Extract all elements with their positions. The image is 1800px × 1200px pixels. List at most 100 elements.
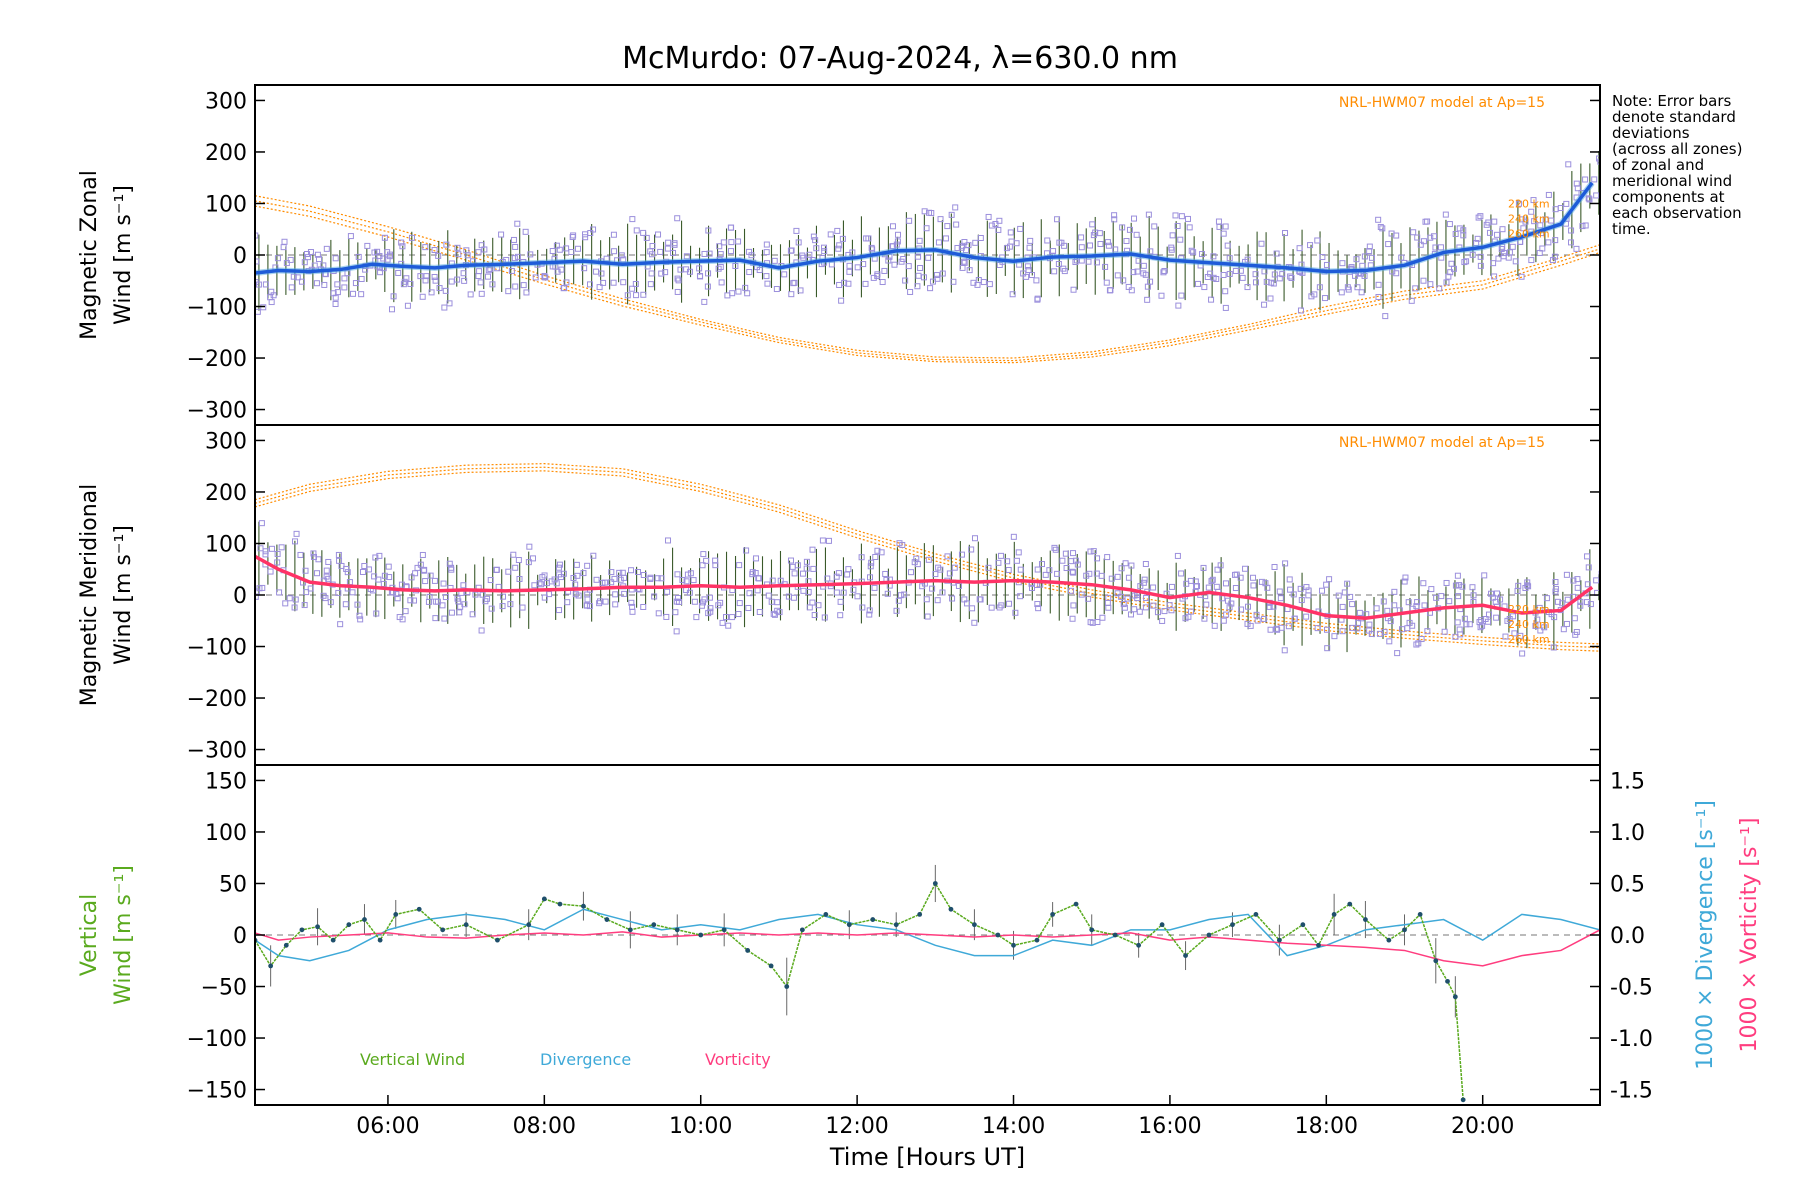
zone-sample-marker (1477, 253, 1484, 260)
zone-sample-marker (1412, 285, 1419, 292)
zone-sample-marker (478, 627, 485, 634)
zone-sample-marker (743, 547, 750, 554)
zone-sample-marker (1135, 257, 1142, 264)
zone-sample-marker (460, 582, 467, 589)
zone-sample-marker (1375, 293, 1382, 300)
zone-sample-marker (1436, 285, 1443, 292)
zone-sample-marker (1258, 578, 1265, 585)
zone-sample-marker (805, 588, 812, 595)
zone-sample-marker (593, 268, 600, 275)
zone-sample-marker (558, 266, 565, 273)
zone-sample-marker (1017, 593, 1024, 600)
x-tick-label: 18:00 (1295, 1114, 1358, 1139)
vertical-wind-point (768, 963, 774, 969)
zone-sample-marker (836, 281, 843, 288)
zone-sample-marker (893, 607, 900, 614)
zone-sample-marker (821, 248, 828, 255)
zone-sample-marker (343, 565, 350, 572)
zone-sample-marker (1420, 277, 1427, 284)
zone-sample-marker (810, 233, 817, 240)
zone-sample-marker (549, 248, 556, 255)
zone-sample-marker (1441, 628, 1448, 635)
zone-sample-marker (431, 247, 438, 254)
zone-sample-marker (727, 248, 734, 255)
zone-sample-marker (1469, 584, 1476, 591)
zone-sample-marker (811, 612, 818, 619)
zone-sample-marker (1380, 598, 1387, 605)
zone-sample-marker (647, 281, 654, 288)
zone-sample-marker (1518, 273, 1525, 280)
model-altitude-label: 260 km (1508, 633, 1550, 646)
zone-sample-marker (929, 585, 936, 592)
zone-sample-marker (1391, 602, 1398, 609)
zone-sample-marker (1078, 244, 1085, 251)
zone-sample-marker (764, 280, 771, 287)
zone-sample-marker (1224, 242, 1231, 249)
zone-sample-marker (301, 602, 308, 609)
zone-sample-marker (601, 579, 608, 586)
zone-sample-marker (431, 577, 438, 584)
zone-sample-marker (1131, 606, 1138, 613)
vertical-wind-point (330, 937, 336, 943)
zone-sample-marker (787, 557, 794, 564)
legend-item: Vertical Wind (360, 1050, 465, 1069)
zone-sample-marker (600, 279, 607, 286)
zone-sample-marker (1087, 242, 1094, 249)
x-axis-label: Time [Hours UT] (829, 1143, 1025, 1171)
zone-sample-marker (526, 543, 533, 550)
note-line: meridional wind (1612, 172, 1732, 190)
y-tick-label: −300 (187, 739, 247, 764)
zone-sample-marker (469, 611, 476, 618)
zone-sample-marker (1050, 248, 1057, 255)
zone-sample-marker (1005, 566, 1012, 573)
y-tick-label: −300 (187, 399, 247, 424)
zone-sample-marker (1488, 590, 1495, 597)
zone-sample-marker (332, 294, 339, 301)
zone-sample-marker (640, 603, 647, 610)
zone-sample-marker (939, 270, 946, 277)
zone-sample-marker (1085, 258, 1092, 265)
zone-sample-marker (1485, 618, 1492, 625)
zone-sample-marker (371, 573, 378, 580)
zone-sample-marker (1344, 284, 1351, 291)
zone-sample-marker (1044, 237, 1051, 244)
zone-sample-marker (1375, 216, 1382, 223)
zone-sample-marker (281, 238, 288, 245)
zone-sample-marker (493, 566, 500, 573)
zone-sample-marker (1074, 561, 1081, 568)
model-altitude-label: 240 km (1508, 212, 1550, 225)
zone-sample-marker (402, 608, 409, 615)
y-tick-label: −200 (187, 687, 247, 712)
x-tick-label: 12:00 (825, 1114, 888, 1139)
zone-sample-marker (323, 245, 330, 252)
vertical-wind-point (1460, 1097, 1466, 1103)
zone-sample-marker (1147, 278, 1154, 285)
zone-sample-marker (325, 575, 332, 582)
zone-sample-marker (598, 270, 605, 277)
zone-sample-marker (997, 552, 1004, 559)
zone-sample-marker (928, 210, 935, 217)
zone-sample-marker (1263, 278, 1270, 285)
zone-sample-marker (323, 567, 330, 574)
zone-sample-marker (1122, 560, 1129, 567)
zone-sample-marker (262, 548, 269, 555)
zone-sample-marker (860, 261, 867, 268)
zone-sample-marker (837, 598, 844, 605)
zone-sample-marker (303, 589, 310, 596)
zone-sample-marker (1054, 570, 1061, 577)
zone-sample-marker (1210, 274, 1217, 281)
zone-sample-marker (1421, 602, 1428, 609)
zone-sample-marker (988, 222, 995, 229)
zone-sample-marker (422, 244, 429, 251)
zone-sample-marker (499, 603, 506, 610)
zone-sample-marker (683, 578, 690, 585)
zone-sample-marker (1424, 628, 1431, 635)
zone-sample-marker (334, 289, 341, 296)
zone-sample-marker (633, 227, 640, 234)
zone-sample-marker (372, 554, 379, 561)
zone-sample-marker (1068, 587, 1075, 594)
zone-sample-marker (1430, 233, 1437, 240)
zone-sample-marker (935, 239, 942, 246)
zone-sample-marker (432, 277, 439, 284)
